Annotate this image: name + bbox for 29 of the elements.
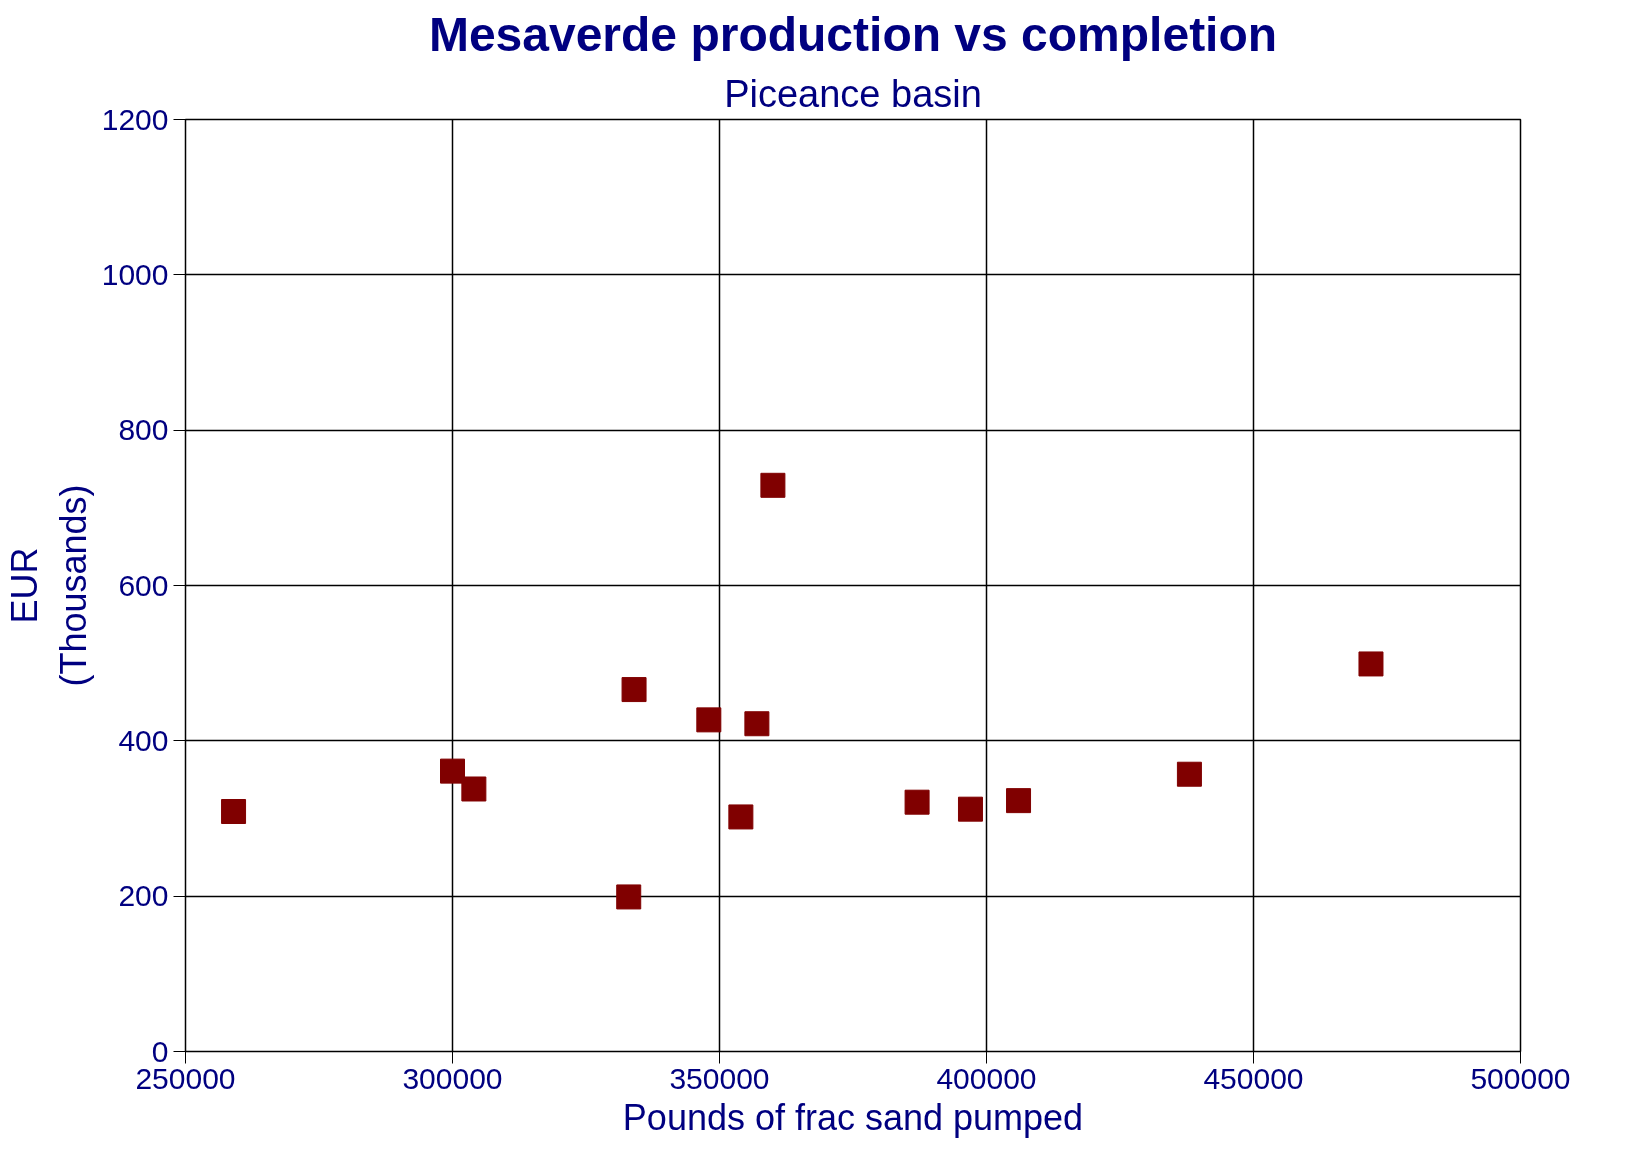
point — [957, 796, 983, 822]
x-tick-label: 450000 — [1203, 1061, 1304, 1095]
point — [616, 884, 642, 910]
chart-title: Mesaverde production vs completion — [428, 7, 1278, 61]
point — [904, 789, 930, 815]
point — [461, 776, 487, 802]
point — [621, 677, 647, 703]
y-tick-label: 400 — [118, 723, 169, 757]
y-tick-label: 600 — [118, 568, 169, 602]
point — [728, 804, 754, 830]
point — [1176, 761, 1202, 787]
y-tick-label: 200 — [118, 879, 169, 913]
x-tick-label: 500000 — [1470, 1061, 1571, 1095]
y-tick-label: 1000 — [101, 257, 169, 291]
x-tick-label: 300000 — [402, 1061, 503, 1095]
x-tick-label: 400000 — [936, 1061, 1037, 1095]
point — [440, 758, 465, 784]
point — [696, 707, 722, 733]
point — [1006, 788, 1032, 814]
y-tick-label: 1200 — [101, 102, 169, 136]
point — [760, 472, 786, 498]
chart-subtitle: Piceance basin — [724, 72, 982, 115]
point — [221, 799, 247, 825]
y-axis-title: EUR (Thousands) — [3, 484, 94, 687]
x-axis-title: Pounds of frac sand pumped — [622, 1096, 1084, 1138]
point — [1358, 651, 1384, 677]
y-tick-label: 800 — [118, 413, 169, 447]
point — [744, 711, 770, 737]
x-tick-label: 350000 — [669, 1061, 770, 1095]
